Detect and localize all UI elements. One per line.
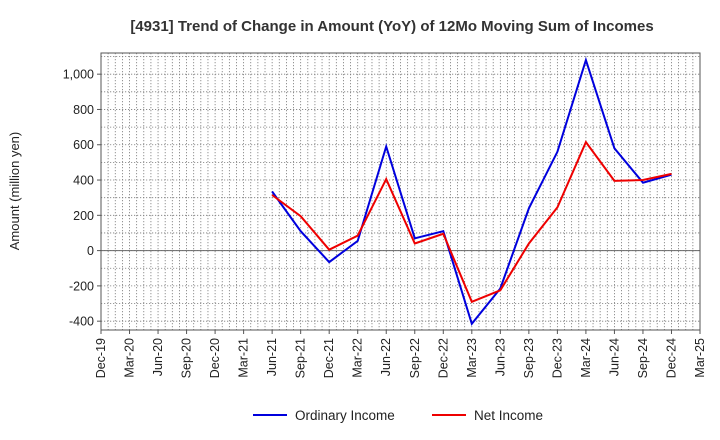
x-tick-label: Mar-23 [465,338,479,378]
x-tick-label: Sep-20 [180,338,194,378]
series-line-net-income [271,140,672,304]
y-axis-label: Amount (million yen) [7,132,22,251]
x-tick-label: Sep-23 [522,338,536,378]
y-tick-label: 800 [73,103,94,117]
y-tick-label: 600 [73,138,94,152]
x-tick-label: Dec-19 [94,338,108,378]
legend-label-ordinary-income: Ordinary Income [295,408,395,423]
x-tick-label: Mar-22 [351,338,365,378]
x-tick-label: Dec-24 [664,338,678,378]
chart-title: [4931] Trend of Change in Amount (YoY) o… [130,18,653,35]
x-axis: Dec-19 Mar-20 Jun-20 Sep-20 Dec-20 Mar-21 Jun-… [94,330,707,378]
x-tick-label: Mar-24 [579,338,593,378]
x-tick-label: Jun-23 [493,338,507,376]
x-tick-label: Jun-22 [379,338,393,376]
series-lines [271,56,672,326]
grid [101,53,700,330]
y-tick-label: -400 [69,315,94,329]
x-tick-label: Jun-21 [265,338,279,376]
y-tick-label: 0 [87,244,94,258]
x-tick-label: Mar-20 [123,338,137,378]
y-tick-label: 1,000 [63,68,94,82]
x-tick-label: Dec-22 [436,338,450,378]
x-tick-label: Mar-21 [237,338,251,378]
x-tick-label: Sep-21 [294,338,308,378]
plot-frame [100,52,701,331]
x-tick-label: Dec-21 [322,338,336,378]
y-tick-label: 200 [73,209,94,223]
x-tick-label: Mar-25 [693,338,707,378]
legend-label-net-income: Net Income [474,408,543,423]
x-tick-label: Sep-22 [408,338,422,378]
y-tick-label: 400 [73,174,94,188]
x-tick-label: Sep-24 [636,338,650,378]
x-tick-label: Dec-23 [550,338,564,378]
series-line-ordinary-income [271,56,672,326]
y-tick-label: -200 [69,279,94,293]
x-tick-label: Dec-20 [208,338,222,378]
y-axis: -400 -200 0 200 400 600 800 1,000 [63,68,101,329]
x-tick-label: Jun-20 [151,338,165,376]
x-tick-label: Jun-24 [607,338,621,376]
legend: Ordinary Income Net Income [253,408,543,423]
